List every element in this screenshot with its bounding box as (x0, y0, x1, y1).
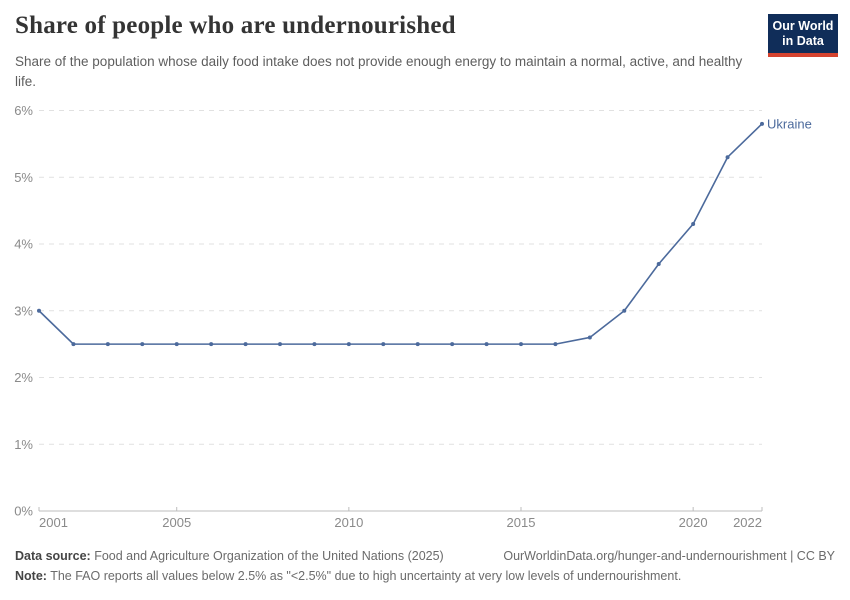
y-axis-tick-label: 2% (14, 370, 33, 385)
owid-logo-line2: in Data (782, 34, 824, 48)
data-point[interactable] (312, 342, 317, 347)
data-source-label: Data source: (15, 549, 91, 563)
data-point[interactable] (450, 342, 455, 347)
data-point[interactable] (71, 342, 76, 347)
y-axis-tick-label: 1% (14, 437, 33, 452)
page-title: Share of people who are undernourished (15, 12, 456, 39)
x-axis-tick-label: 2005 (162, 515, 191, 530)
x-axis-tick-label: 2022 (733, 515, 762, 530)
y-axis-tick-label: 4% (14, 237, 33, 252)
owid-link[interactable]: OurWorldinData.org/hunger-and-undernouri… (503, 549, 835, 563)
owid-logo-line1: Our World (772, 19, 834, 33)
data-point[interactable] (656, 262, 661, 267)
data-point[interactable] (519, 342, 523, 347)
data-point[interactable] (381, 342, 386, 347)
y-axis-tick-label: 6% (14, 103, 33, 118)
data-point[interactable] (484, 342, 489, 347)
ukraine-line[interactable] (38, 123, 763, 345)
data-point[interactable] (278, 342, 282, 347)
line-chart[interactable]: 0% 1% 2% 3% 4% 5% 6% 2001 2005 2010 2015 2020 2022 Uk… (0, 0, 850, 545)
data-point[interactable] (174, 342, 179, 347)
data-point[interactable] (140, 342, 145, 347)
chart-footer: Data source: Food and Agriculture Organi… (15, 546, 835, 586)
y-axis-tick-label: 3% (14, 303, 33, 318)
y-axis-tick-label: 5% (14, 170, 33, 185)
note-line: Note: The FAO reports all values below 2… (15, 566, 835, 586)
data-point[interactable] (553, 342, 558, 347)
series-end-label[interactable]: Ukraine (767, 116, 812, 131)
chart-subtitle: Share of the population whose daily food… (15, 54, 743, 90)
data-point[interactable] (243, 342, 248, 347)
data-point[interactable] (622, 308, 627, 313)
x-axis-tick-label: 2001 (39, 515, 68, 530)
data-point[interactable] (346, 342, 351, 347)
data-source-text: Food and Agriculture Organization of the… (90, 549, 444, 563)
note-text: The FAO reports all values below 2.5% as… (46, 569, 682, 583)
x-axis-tick-label: 2015 (507, 515, 536, 530)
data-point[interactable] (725, 155, 730, 160)
data-point[interactable] (37, 308, 41, 313)
data-point[interactable] (209, 342, 214, 347)
data-point[interactable] (691, 221, 696, 226)
y-axis-tick-label: 0% (14, 504, 33, 519)
x-axis-tick-label: 2020 (679, 515, 708, 530)
data-source-line: Data source: Food and Agriculture Organi… (15, 546, 444, 566)
data-point[interactable] (415, 342, 420, 347)
data-point[interactable] (587, 335, 592, 340)
data-point[interactable] (105, 342, 110, 347)
owid-logo[interactable]: Our World in Data (768, 14, 838, 57)
x-axis-tick-label: 2010 (334, 515, 363, 530)
data-point[interactable] (760, 121, 764, 126)
note-label: Note: (15, 569, 47, 583)
